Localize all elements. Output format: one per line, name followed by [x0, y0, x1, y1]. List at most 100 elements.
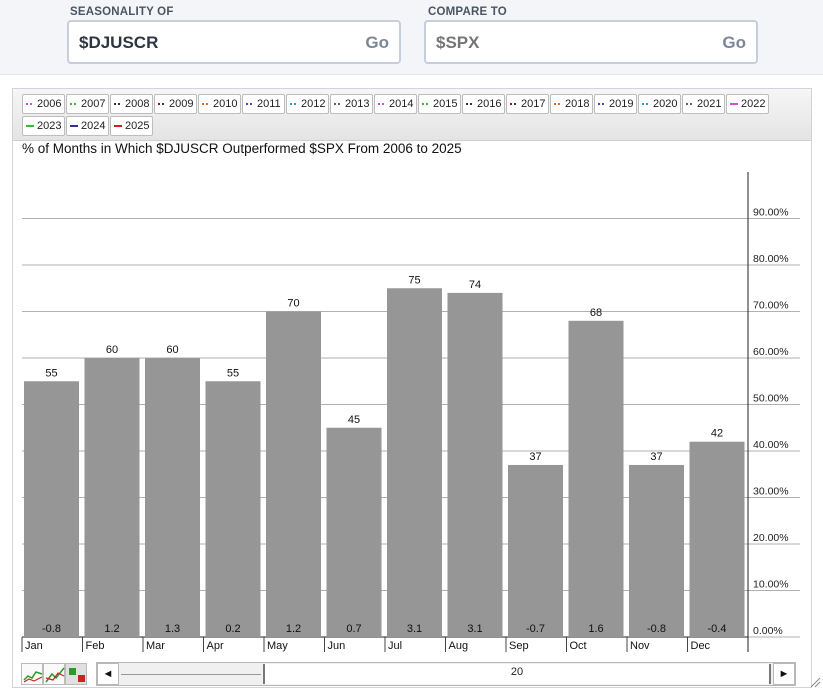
legend-item-2011[interactable]: 2011 [242, 94, 285, 114]
avg-return-label: 0.7 [346, 623, 361, 635]
bar-value-label: 55 [45, 367, 57, 379]
scroll-left-button[interactable]: ◄ [97, 663, 119, 685]
compare-input[interactable] [436, 33, 686, 53]
legend-item-2009[interactable]: 2009 [154, 94, 197, 114]
legend-swatch [70, 103, 78, 106]
bar-May [266, 311, 321, 637]
bar-Apr [205, 381, 261, 637]
legend-label: 2021 [697, 98, 722, 110]
legend-label: 2024 [81, 120, 106, 132]
seasonality-field[interactable]: Go [67, 20, 401, 64]
legend-item-2022[interactable]: 2022 [726, 94, 769, 114]
bar-Nov [629, 464, 684, 637]
avg-return-label: -0.8 [42, 623, 61, 635]
y-tick-label: 70.00% [753, 300, 789, 312]
bar-value-label: 37 [529, 451, 541, 463]
chart-title: % of Months in Which $DJUSCR Outperforme… [22, 141, 462, 156]
bar-value-label: 45 [348, 414, 360, 426]
legend-label: 2007 [81, 98, 106, 110]
x-tick-label: Jul [388, 640, 402, 652]
legend-label: 2017 [521, 98, 546, 110]
legend-item-2025[interactable]: 2025 [110, 116, 153, 136]
legend-item-2013[interactable]: 2013 [330, 94, 373, 114]
legend-item-2008[interactable]: 2008 [110, 94, 153, 114]
x-tick-label: Dec [691, 640, 711, 652]
bar-Dec [689, 441, 745, 637]
legend-label: 2022 [741, 98, 766, 110]
legend-item-2024[interactable]: 2024 [66, 116, 109, 136]
legend-label: 2009 [169, 98, 194, 110]
avg-return-label: 1.6 [588, 623, 603, 635]
legend-swatch [26, 125, 34, 128]
legend-swatch [202, 103, 210, 106]
chart-controls: ◄ 20 ► [0, 660, 823, 690]
x-tick-label: Oct [570, 640, 587, 652]
scroll-value: 20 [510, 666, 524, 678]
legend-item-2019[interactable]: 2019 [594, 94, 637, 114]
scroll-track-line [121, 674, 261, 675]
legend-item-2017[interactable]: 2017 [506, 94, 549, 114]
time-scrollbar[interactable]: ◄ 20 ► [96, 662, 796, 686]
x-tick-label: Jan [25, 640, 43, 652]
legend-swatch [290, 103, 298, 106]
seasonality-go-button[interactable]: Go [365, 33, 389, 52]
bar-value-label: 68 [590, 307, 602, 319]
y-tick-label: 10.00% [753, 579, 789, 591]
legend-item-2016[interactable]: 2016 [462, 94, 505, 114]
legend-label: 2019 [609, 98, 634, 110]
avg-return-label: 1.2 [104, 623, 119, 635]
legend-swatch [378, 103, 386, 106]
legend-item-2014[interactable]: 2014 [374, 94, 417, 114]
top-search-bar: SEASONALITY OF Go COMPARE TO Go [0, 0, 823, 75]
bar-chart-icon[interactable] [65, 663, 87, 685]
scroll-right-button[interactable]: ► [773, 663, 795, 685]
legend-swatch [158, 103, 166, 106]
legend-swatch [422, 103, 430, 106]
y-tick-label: 30.00% [753, 486, 789, 498]
bar-value-label: 60 [106, 344, 118, 356]
legend-label: 2010 [213, 98, 238, 110]
x-tick-label: Feb [86, 640, 105, 652]
bar-value-label: 55 [227, 367, 239, 379]
compare-field[interactable]: Go [424, 20, 758, 64]
bar-Jun [326, 427, 382, 637]
legend-item-2021[interactable]: 2021 [682, 94, 725, 114]
legend-item-2023[interactable]: 2023 [22, 116, 65, 136]
avg-return-label: -0.8 [647, 623, 666, 635]
y-tick-label: 0.00% [753, 625, 783, 637]
legend-item-2018[interactable]: 2018 [550, 94, 593, 114]
y-tick-label: 90.00% [753, 207, 789, 219]
bar-value-label: 75 [408, 274, 420, 286]
compare-go-button[interactable]: Go [722, 33, 746, 52]
x-tick-label: Apr [207, 640, 224, 652]
multi-line-icon[interactable] [43, 663, 65, 685]
legend-label: 2023 [37, 120, 62, 132]
avg-return-label: -0.4 [708, 623, 727, 635]
legend-swatch [554, 103, 562, 106]
bar-Oct [568, 320, 624, 637]
line-chart-icon[interactable] [21, 663, 43, 685]
legend-item-2010[interactable]: 2010 [198, 94, 241, 114]
x-tick-label: Aug [449, 640, 469, 652]
x-tick-label: Nov [630, 640, 650, 652]
bar-Jan [24, 381, 79, 637]
seasonality-input[interactable] [79, 33, 329, 53]
y-tick-label: 20.00% [753, 532, 789, 544]
legend-item-2006[interactable]: 2006 [22, 94, 65, 114]
legend-swatch [730, 103, 738, 106]
x-tick-label: Jun [328, 640, 346, 652]
scroll-thumb[interactable]: 20 [263, 664, 771, 684]
bar-value-label: 70 [287, 298, 299, 310]
avg-return-label: 1.3 [165, 623, 180, 635]
year-legend: 2006 2007 2008 2009 2010 2011 2012 2013 2014 2015… [13, 89, 811, 141]
seasonality-label: SEASONALITY OF [70, 6, 174, 18]
legend-item-2007[interactable]: 2007 [66, 94, 109, 114]
avg-return-label: 1.2 [286, 623, 301, 635]
legend-item-2015[interactable]: 2015 [418, 94, 461, 114]
legend-item-2012[interactable]: 2012 [286, 94, 329, 114]
legend-item-2020[interactable]: 2020 [638, 94, 681, 114]
resize-grip-icon[interactable] [809, 676, 821, 688]
avg-return-label: -0.7 [526, 623, 545, 635]
legend-swatch [26, 103, 34, 106]
